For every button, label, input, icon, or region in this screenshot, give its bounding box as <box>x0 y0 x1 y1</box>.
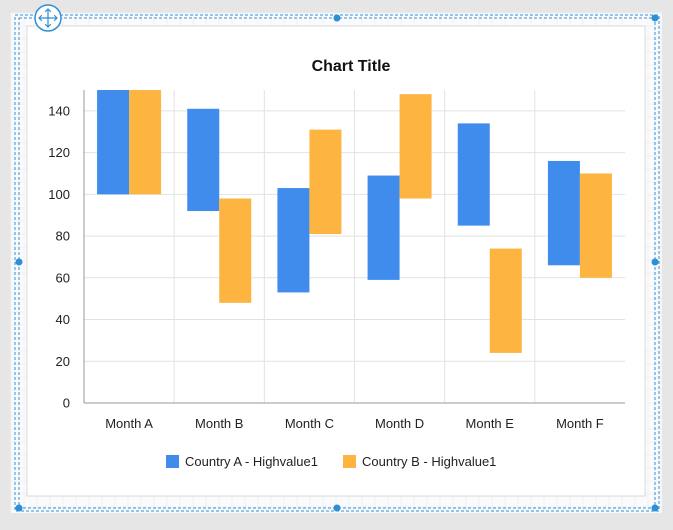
plot-axes <box>83 90 625 404</box>
resize-handle-bottom-left[interactable] <box>15 504 23 512</box>
bar-country-b-month-a[interactable] <box>129 90 162 195</box>
bar-country-a-month-d[interactable] <box>367 175 400 280</box>
bar-country-b-month-e[interactable] <box>489 248 522 353</box>
x-tick-label: Month D <box>375 416 424 431</box>
bar-country-a-month-c[interactable] <box>277 188 310 293</box>
resize-handle-top-right[interactable] <box>651 14 659 22</box>
bar-country-a-month-b[interactable] <box>187 108 220 212</box>
bar-country-b-month-b[interactable] <box>219 198 252 303</box>
bar-country-b-month-f[interactable] <box>579 173 612 278</box>
bar-country-a-month-e[interactable] <box>457 123 490 226</box>
x-tick-label: Month E <box>466 416 515 431</box>
y-tick-label: 0 <box>63 396 70 411</box>
y-tick-label: 120 <box>48 145 70 160</box>
resize-handle-top[interactable] <box>333 14 341 22</box>
legend-swatch-series-1 <box>166 455 179 468</box>
x-tick-label: Month F <box>556 416 604 431</box>
resize-handle-left[interactable] <box>15 258 23 266</box>
x-tick-label: Month C <box>285 416 334 431</box>
bar-country-b-month-d[interactable] <box>399 94 432 199</box>
y-tick-label: 20 <box>56 354 70 369</box>
resize-handle-bottom-right[interactable] <box>651 504 659 512</box>
move-arrows-icon[interactable] <box>34 4 62 32</box>
x-tick-label: Month A <box>105 416 153 431</box>
x-axis-tick-labels: Month A Month B Month C Month D Month E Month… <box>105 416 604 431</box>
resize-handle-bottom[interactable] <box>333 504 341 512</box>
bar-country-b-month-c[interactable] <box>309 129 342 234</box>
y-tick-label: 40 <box>56 312 70 327</box>
legend-swatch-series-2 <box>343 455 356 468</box>
legend-label-series-2: Country B - Highvalue1 <box>362 454 496 469</box>
plot-bars <box>97 90 612 353</box>
resize-handle-right[interactable] <box>651 258 659 266</box>
y-tick-label: 100 <box>48 187 70 202</box>
y-tick-label: 80 <box>56 229 70 244</box>
bar-country-a-month-f[interactable] <box>547 160 580 266</box>
y-tick-label: 140 <box>48 103 70 118</box>
y-axis-tick-labels: 0 20 40 60 80 100 120 140 <box>48 103 70 410</box>
legend-label-series-1: Country A - Highvalue1 <box>185 454 318 469</box>
y-tick-label: 60 <box>56 270 70 285</box>
plot-gridlines <box>84 90 625 403</box>
bar-country-a-month-a[interactable] <box>97 90 130 195</box>
x-tick-label: Month B <box>195 416 243 431</box>
chart-title[interactable]: Chart Title <box>312 58 391 75</box>
legend[interactable]: Country A - Highvalue1 Country B - Highv… <box>166 454 496 469</box>
